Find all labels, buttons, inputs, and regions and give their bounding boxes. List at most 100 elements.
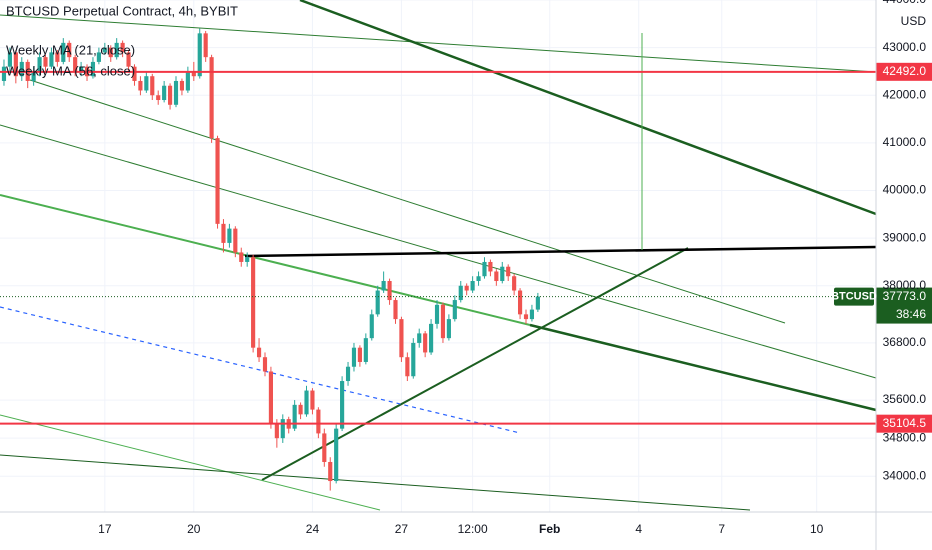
candle-body [345, 366, 351, 382]
x-tick-label: 12:00 [458, 522, 488, 536]
trend-line [261, 247, 689, 481]
trend-line [0, 454, 751, 511]
indicator-label: Weekly MA (56, close) [6, 63, 135, 78]
candle-body [185, 71, 190, 91]
candle-body [387, 281, 392, 301]
candle-body [108, 47, 113, 58]
candle-body [239, 252, 244, 262]
candle-body [529, 309, 535, 320]
candle-body [96, 52, 101, 62]
candle-body [245, 257, 250, 262]
symbol-label: BTCUSD [831, 290, 877, 302]
candle-body [43, 57, 48, 67]
candle-body [191, 71, 196, 77]
candle-body [138, 80, 143, 91]
candle-body [120, 42, 125, 53]
candle-body [197, 33, 202, 77]
candle-body [298, 404, 303, 415]
candle-body [37, 57, 42, 72]
candle-body [274, 423, 279, 439]
currency: USD [901, 14, 927, 28]
candle-body [322, 433, 327, 462]
trend-line [244, 245, 877, 258]
candle-body [434, 304, 440, 324]
level-tag [876, 62, 932, 81]
candle-body [535, 296, 540, 310]
trend-line [0, 306, 521, 434]
candle-body [340, 381, 345, 429]
candle-body [328, 461, 333, 482]
candle-body [268, 371, 273, 424]
candle-body [227, 228, 232, 243]
candle-body [405, 357, 410, 377]
candle-body [209, 57, 214, 139]
y-tick-label: 34800.0 [883, 430, 927, 444]
candle-body [304, 390, 309, 415]
candle-body [506, 266, 511, 277]
candle-body [55, 52, 60, 62]
candle-body [79, 66, 84, 72]
candle-body [417, 333, 422, 343]
candle-body [393, 300, 398, 320]
trend-line [0, 14, 877, 73]
candle-body [262, 357, 268, 372]
candle-body [470, 281, 475, 291]
y-tick-label: 34000.0 [883, 468, 927, 482]
y-tick-label: 38000.0 [883, 278, 927, 292]
trend-line [0, 124, 877, 379]
x-tick-label: 17 [98, 522, 112, 536]
candle-body [363, 338, 368, 362]
trend-line [0, 194, 531, 326]
chart-title: BTCUSD Perpetual Contract, 4h, BYBIT [6, 3, 238, 18]
candle-body [1, 66, 7, 81]
candle-body [357, 347, 362, 362]
drawings [0, 0, 877, 511]
candle-body [488, 261, 493, 272]
y-tick-label: 35600.0 [883, 392, 927, 406]
y-tick-label: 39000.0 [883, 230, 927, 244]
level-label: 42492.0 [883, 64, 927, 78]
candle-body [334, 428, 339, 482]
candle-body [251, 257, 256, 348]
candle-body [221, 223, 226, 243]
symbol-tag [834, 287, 874, 306]
trend-line [0, 414, 381, 511]
last-price-label: 37773.0 [883, 289, 927, 303]
candle-body [500, 266, 505, 282]
indicator-label: Weekly MA (21, close) [6, 42, 135, 57]
candle-body [150, 76, 155, 96]
x-tick-label: 20 [187, 522, 201, 536]
candle-body [162, 85, 167, 101]
candle-body [494, 271, 499, 282]
candle-body [429, 323, 434, 353]
price-tag [876, 287, 932, 324]
candle-body [292, 404, 297, 429]
x-tick-label: Feb [539, 522, 560, 536]
level-tag [876, 414, 932, 433]
candle-body [256, 347, 262, 358]
y-tick-label: 41000.0 [883, 135, 927, 149]
y-tick-label: 44000.0 [883, 0, 927, 6]
x-tick-label: 24 [306, 522, 320, 536]
level-label: 35104.5 [883, 416, 927, 430]
candle-body [73, 57, 78, 72]
candle-body [411, 342, 416, 377]
candle-body [49, 52, 54, 67]
candle-body [280, 419, 285, 439]
candle-body [114, 42, 119, 58]
y-tick-label: 42000.0 [883, 87, 927, 101]
candle-body [61, 42, 66, 62]
x-tick-label: 4 [635, 522, 642, 536]
candle-body [310, 390, 315, 410]
candle-body [452, 300, 457, 320]
candle-body [523, 314, 529, 320]
candle-body [90, 61, 96, 77]
candle-body [517, 290, 523, 315]
candle-body [102, 47, 107, 53]
y-tick-label: 40000.0 [883, 183, 927, 197]
candle-body [31, 71, 36, 81]
candle-body [423, 333, 428, 353]
candle-body [482, 261, 487, 277]
